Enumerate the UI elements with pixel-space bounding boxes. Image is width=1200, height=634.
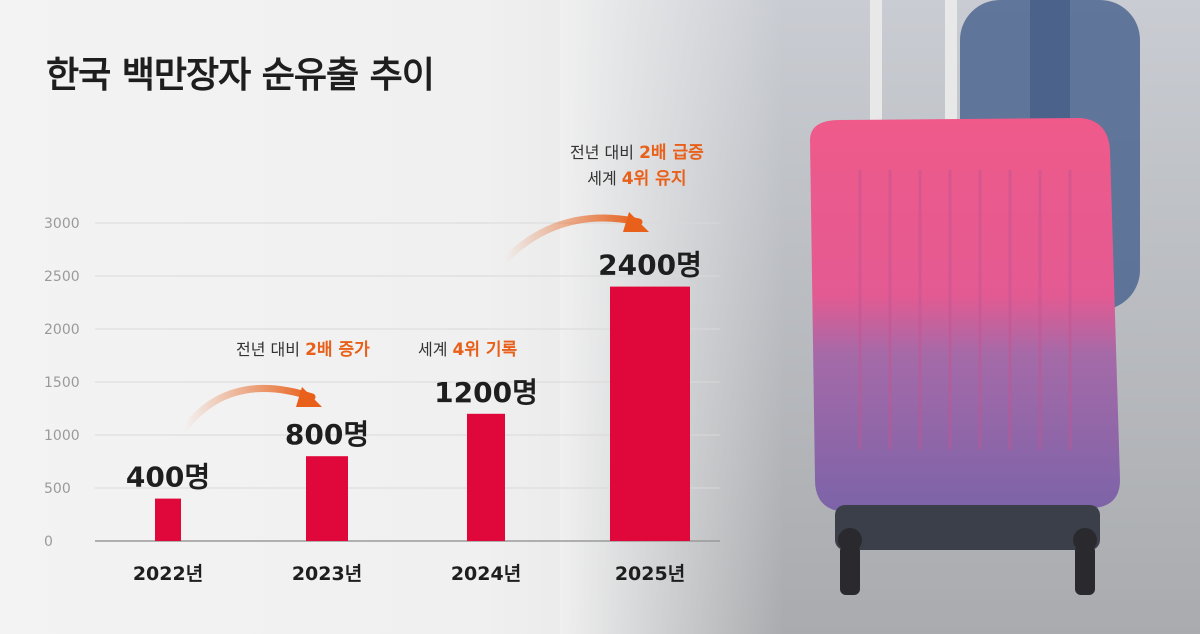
arrow-head [623, 212, 649, 232]
value-label: 1200명 [434, 376, 538, 409]
y-tick-label: 1000 [44, 428, 80, 444]
value-label: 800명 [285, 418, 369, 451]
y-tick-label: 500 [44, 481, 71, 497]
y-tick-label: 2500 [44, 269, 80, 285]
y-tick-label: 2000 [44, 322, 80, 338]
bar [610, 286, 690, 541]
arrow-head [296, 387, 322, 407]
value-label: 400명 [126, 461, 210, 494]
value-label: 2400명 [598, 249, 702, 282]
bar-chart: 0 500 1000 1500 2000 2500 3000 400명 800명 1200명 24… [44, 212, 720, 585]
bar [155, 498, 181, 541]
annotation-2023: 전년 대비 2배 증가 [236, 340, 370, 360]
category-labels: 2022년 2023년 2024년 2025년 [133, 563, 685, 585]
bars [155, 286, 690, 541]
y-tick-label: 1500 [44, 375, 80, 391]
annotation-2024: 세계 4위 기록 [418, 340, 518, 360]
category-label: 2022년 [133, 563, 203, 585]
category-label: 2025년 [615, 563, 685, 585]
category-label: 2023년 [292, 563, 362, 585]
y-tick-label: 0 [44, 534, 53, 550]
trend-arrow [501, 214, 643, 264]
bar [467, 413, 505, 541]
trend-arrow [181, 384, 316, 432]
chart-title: 한국 백만장자 순유출 추이 [46, 55, 435, 96]
category-label: 2024년 [451, 563, 521, 585]
y-tick-label: 3000 [44, 216, 80, 232]
trend-arrows [181, 212, 649, 432]
y-axis-ticks: 0 500 1000 1500 2000 2500 3000 [44, 216, 80, 550]
bar [306, 456, 348, 541]
annotation-2025: 전년 대비 2배 급증 세계 4위 유지 [570, 143, 704, 189]
value-labels: 400명 800명 1200명 2400명 [126, 249, 702, 494]
